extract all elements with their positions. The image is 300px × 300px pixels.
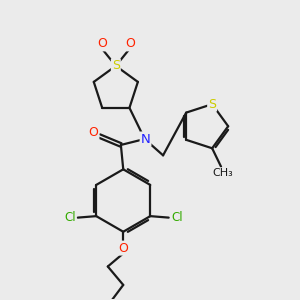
Text: S: S (112, 59, 120, 72)
Text: O: O (97, 38, 107, 50)
Text: N: N (141, 133, 150, 146)
Text: O: O (125, 38, 135, 50)
Text: O: O (118, 242, 128, 255)
Text: CH₃: CH₃ (212, 168, 233, 178)
Text: Cl: Cl (64, 211, 76, 224)
Text: S: S (208, 98, 216, 111)
Text: Cl: Cl (171, 211, 182, 224)
Text: O: O (88, 126, 98, 139)
